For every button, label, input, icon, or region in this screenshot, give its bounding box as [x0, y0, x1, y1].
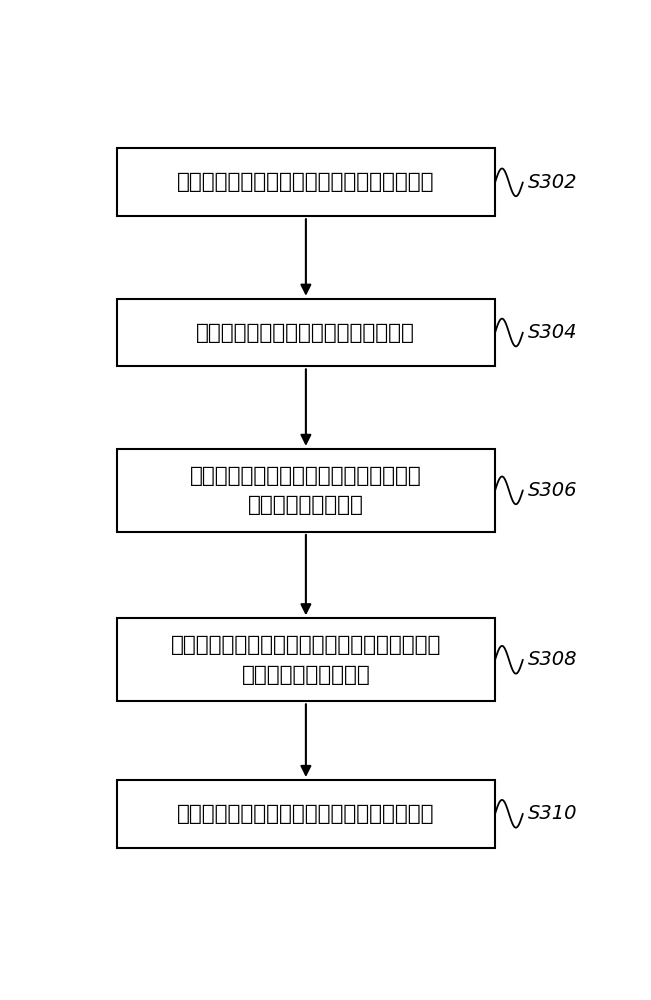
- Bar: [117, 299, 495, 366]
- Text: S302: S302: [528, 173, 577, 192]
- Bar: [117, 148, 495, 216]
- Bar: [117, 449, 495, 532]
- Text: 按照预设的第一周期获取共享空调的瞬时功率: 按照预设的第一周期获取共享空调的瞬时功率: [177, 172, 435, 192]
- Text: 按照周期平均功率确定第二周期内的计费标准: 按照周期平均功率确定第二周期内的计费标准: [177, 804, 435, 824]
- Bar: [117, 618, 495, 701]
- Text: S310: S310: [528, 804, 577, 823]
- Bar: [117, 780, 495, 848]
- Text: 按照预设的第二周期对耗电量进行累加，
得到周期累加耗电量: 按照预设的第二周期对耗电量进行累加， 得到周期累加耗电量: [190, 466, 422, 515]
- Text: 根据第二周期的周期累加耗电量与第二周期时长
计算得到周期平均功率: 根据第二周期的周期累加耗电量与第二周期时长 计算得到周期平均功率: [171, 635, 441, 685]
- Text: S308: S308: [528, 650, 577, 669]
- Text: S304: S304: [528, 323, 577, 342]
- Text: 根据瞬时功率计算第一周期内的耗电量: 根据瞬时功率计算第一周期内的耗电量: [197, 323, 415, 343]
- Text: S306: S306: [528, 481, 577, 500]
